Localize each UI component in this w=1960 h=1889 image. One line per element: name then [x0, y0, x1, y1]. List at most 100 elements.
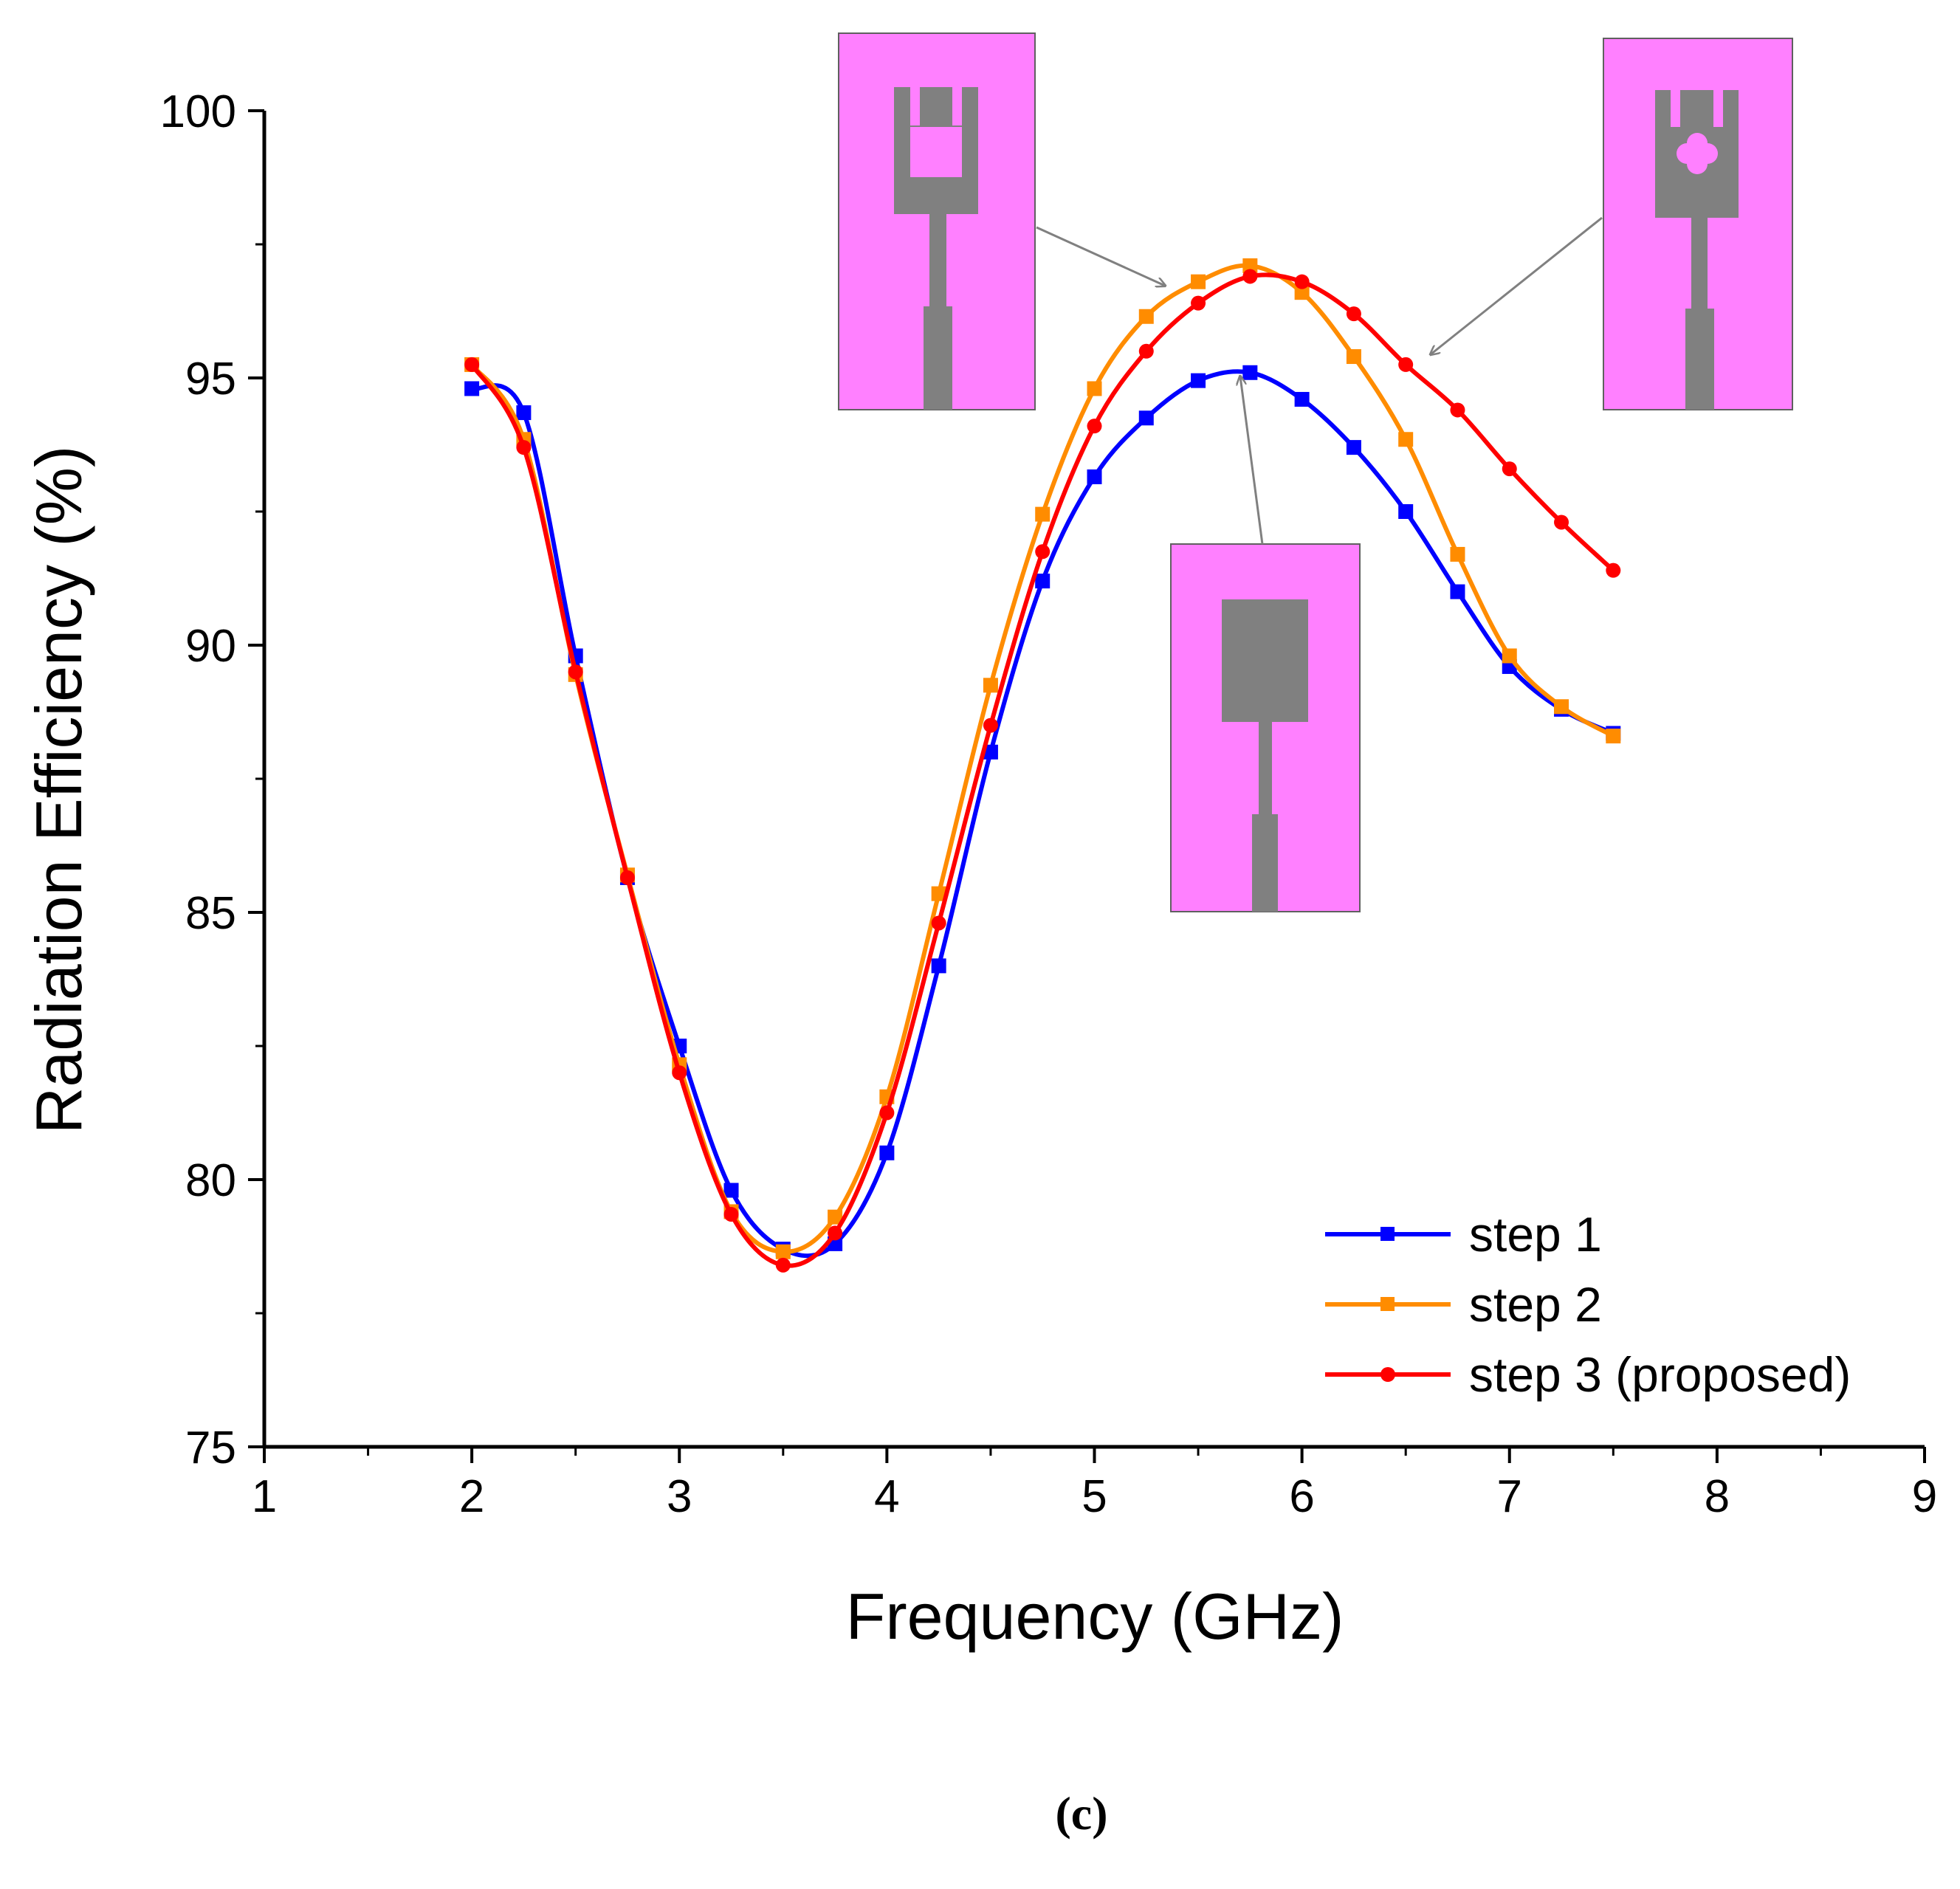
x-tick-label: 6 [1289, 1471, 1314, 1522]
data-point [1450, 584, 1465, 599]
data-point [1191, 274, 1206, 289]
legend: step 1 step 2 step 3 (proposed) [1325, 1207, 1851, 1402]
y-tick-label: 80 [185, 1155, 236, 1206]
data-point [1294, 274, 1310, 289]
legend-label: step 1 [1469, 1207, 1602, 1262]
data-point [1035, 574, 1051, 589]
data-point [1398, 504, 1414, 519]
inset-patch-slot [1671, 90, 1680, 127]
data-point [1191, 295, 1206, 311]
legend-label: step 2 [1469, 1277, 1602, 1332]
step-2-pointer-arrow [1036, 226, 1165, 286]
data-point [775, 1244, 791, 1259]
legend-entry-step-1: step 1 [1325, 1207, 1602, 1262]
step-3-antenna-inset [1603, 38, 1793, 410]
data-point [1294, 391, 1310, 407]
inset-patch-slot [910, 87, 920, 125]
data-point [516, 440, 532, 455]
data-point [1242, 365, 1258, 380]
inset-patch-slot [1713, 90, 1723, 127]
legend-entry-step-3: step 3 (proposed) [1325, 1347, 1851, 1402]
x-tick-label: 2 [459, 1471, 484, 1522]
inset-patch [1655, 90, 1739, 410]
data-point [931, 886, 946, 901]
y-tick-label: 100 [160, 86, 236, 137]
data-point [1035, 544, 1051, 560]
data-point [879, 1145, 895, 1160]
data-point [983, 718, 998, 733]
data-point [828, 1225, 843, 1241]
series-line [470, 272, 1615, 1268]
data-point [1502, 461, 1517, 477]
inset-patch-slot [952, 87, 962, 125]
step-1-antenna-inset [1170, 543, 1361, 912]
legend-entry-step-2: step 2 [1325, 1277, 1602, 1332]
data-point [672, 1065, 687, 1081]
data-point [1606, 729, 1621, 744]
data-point [1398, 357, 1414, 372]
data-point [1294, 285, 1310, 300]
x-tick-label: 3 [667, 1471, 692, 1522]
data-point [1087, 469, 1102, 484]
x-axis-title: Frequency (GHz) [846, 1580, 1344, 1653]
x-tick-label: 5 [1082, 1471, 1107, 1522]
data-point [619, 870, 635, 885]
series-line [470, 369, 1615, 1259]
series-line [470, 263, 1615, 1254]
data-point [516, 405, 532, 421]
data-point [983, 678, 998, 693]
x-tick-label: 4 [874, 1471, 899, 1522]
step-1-pointer-arrow [1240, 376, 1264, 545]
data-point [1087, 381, 1102, 396]
y-tick-label: 90 [185, 621, 236, 672]
data-point [1138, 410, 1154, 426]
x-tick-label: 7 [1497, 1471, 1522, 1522]
data-point [931, 915, 946, 931]
data-point [1502, 648, 1517, 664]
data-point [983, 744, 998, 760]
inset-patch [1222, 599, 1308, 912]
data-point [464, 357, 480, 372]
x-tick-label: 8 [1705, 1471, 1730, 1522]
y-tick-label: 95 [185, 354, 236, 405]
y-tick-label: 85 [185, 888, 236, 939]
data-point [1087, 419, 1102, 434]
series-step-3-proposed- [464, 269, 1621, 1273]
x-tick-label: 1 [252, 1471, 277, 1522]
data-point [1398, 432, 1414, 447]
series-step-2 [464, 258, 1621, 1259]
data-point [931, 958, 946, 974]
data-point [1138, 343, 1154, 359]
legend-marker [1380, 1367, 1395, 1382]
data-point [1450, 402, 1465, 418]
legend-marker [1380, 1297, 1395, 1311]
x-tick-label: 9 [1912, 1471, 1937, 1522]
data-point [1606, 562, 1621, 578]
inset-patch-cutout [910, 127, 962, 177]
axes: 1 2 3 4 5 6 7 8 9 75 80 85 90 95 100 [160, 86, 1938, 1522]
data-point [1242, 269, 1258, 284]
data-point [1554, 699, 1569, 715]
data-point [828, 1209, 843, 1225]
data-point [568, 664, 583, 680]
series-step-1 [464, 365, 1621, 1259]
data-point [879, 1105, 895, 1121]
series-layer [464, 258, 1621, 1273]
data-point [464, 381, 480, 396]
data-point [775, 1257, 791, 1273]
step-2-antenna-inset [838, 32, 1036, 410]
data-point [1035, 506, 1051, 522]
y-axis-title: Radiation Efficiency (%) [22, 446, 95, 1135]
data-point [1346, 306, 1361, 322]
data-point [1554, 515, 1569, 530]
data-point [723, 1207, 739, 1222]
data-point [1191, 373, 1206, 388]
legend-label: step 3 (proposed) [1469, 1347, 1851, 1402]
data-point [1450, 546, 1465, 562]
data-point [1346, 440, 1361, 455]
y-tick-label: 75 [185, 1422, 236, 1473]
figure-caption: (c) [1055, 1787, 1107, 1840]
data-point [1346, 349, 1361, 365]
data-point [1242, 258, 1258, 273]
